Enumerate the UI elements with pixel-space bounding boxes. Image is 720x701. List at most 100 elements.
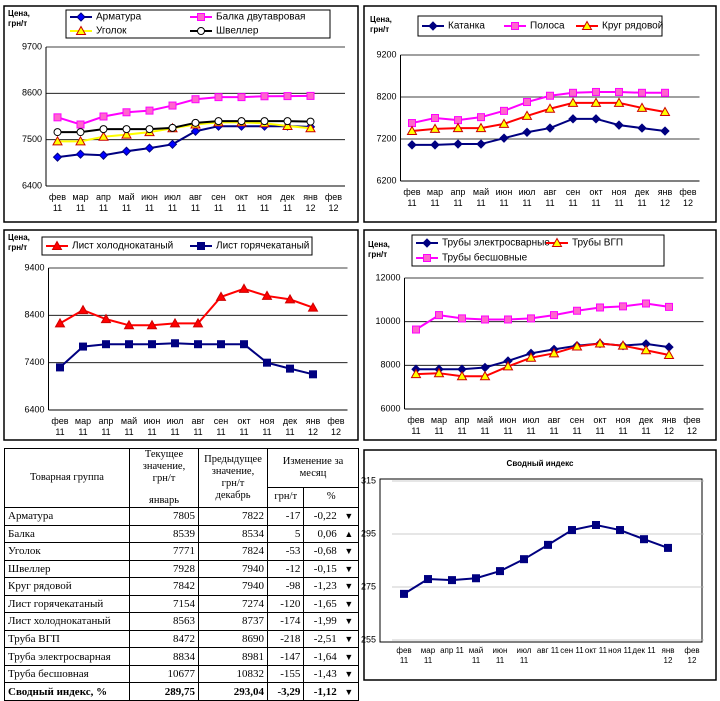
change-arrow: ▼	[339, 612, 359, 631]
data-point	[99, 125, 108, 134]
change-arrow: ▼	[339, 664, 359, 684]
data-point	[660, 126, 670, 136]
change-abs: -147	[266, 647, 305, 666]
data-point	[616, 526, 624, 535]
data-point	[568, 526, 576, 535]
change-pct-header: %	[303, 486, 359, 509]
x-tick-label-box: янв 12	[303, 192, 318, 213]
data-point	[307, 302, 319, 312]
previous-value: 7824	[198, 542, 268, 561]
data-point	[496, 567, 504, 576]
legend-label: Трубы ВГП	[572, 237, 623, 249]
data-point	[194, 340, 202, 349]
data-point	[456, 370, 468, 381]
data-point	[569, 88, 577, 97]
data-point	[260, 117, 269, 126]
y-tick-label: 6000	[380, 403, 400, 413]
data-point	[590, 97, 602, 107]
data-point	[306, 91, 315, 100]
data-point	[523, 98, 531, 107]
data-point	[145, 125, 154, 134]
data-point	[410, 368, 422, 379]
legend-marker	[551, 237, 563, 247]
x-tick-label-box: май 11	[118, 192, 134, 213]
change-pct: -1,12	[303, 682, 340, 701]
x-tick-label: дек 11	[634, 187, 650, 208]
data-point	[661, 88, 669, 97]
x-tick-label-box: фев 12	[327, 416, 345, 437]
x-tick-label: июл 11	[522, 415, 540, 436]
x-tick-label-box: июл 11	[167, 416, 184, 437]
x-tick-label-box: авг 11	[191, 416, 204, 437]
data-point	[56, 363, 64, 372]
x-tick-label-box: авг 11	[537, 646, 559, 655]
data-point	[191, 118, 200, 127]
chart-title: Сводный индекс	[507, 459, 574, 468]
change-abs-header: грн/т	[266, 486, 305, 509]
change-pct: -2,51	[303, 629, 340, 649]
data-point	[429, 123, 441, 133]
data-point	[571, 341, 583, 351]
previous-value: 8534	[198, 524, 268, 544]
data-point	[500, 106, 508, 115]
x-tick-label-box: авг 11	[547, 415, 560, 436]
x-tick-label-box: апр 11	[96, 192, 111, 213]
y-axis-label-box: Цена, грн/т	[8, 9, 30, 28]
x-tick-label-box: июн 11	[141, 192, 158, 213]
x-tick-label: июн 11	[495, 187, 513, 208]
previous-value: 7940	[198, 559, 268, 579]
x-tick-label-box: окт 11	[237, 416, 251, 437]
y-tick-label: 9700	[22, 41, 42, 51]
data-point	[192, 317, 204, 328]
x-tick-label: фев 11	[51, 416, 69, 437]
data-point	[475, 122, 487, 133]
x-tick-label-box: мар 11	[75, 416, 91, 437]
x-tick-label: июн 11	[492, 646, 508, 665]
data-point	[452, 122, 464, 133]
data-point	[544, 540, 552, 549]
data-point	[499, 133, 509, 143]
legend-marker	[511, 22, 519, 30]
legend-label: Трубы электросварные	[442, 237, 550, 249]
data-point	[146, 319, 158, 330]
data-point	[591, 114, 601, 124]
data-point	[592, 87, 600, 96]
previous-value: 8690	[198, 629, 268, 649]
x-tick-label: июн 11	[143, 416, 161, 437]
page: Цена, грн/т 6400 7500 8600 9700 фев 11 мар 11 а…	[3, 5, 717, 701]
legend-label: Полоса	[530, 21, 565, 32]
change-abs: -174	[266, 612, 305, 631]
legend-marker	[197, 13, 205, 21]
y-axis-label: Цена, грн/т	[8, 233, 30, 252]
previous-value: 7274	[198, 594, 268, 614]
y-tick-label: 275	[361, 581, 376, 591]
data-point	[546, 91, 554, 100]
data-point	[121, 129, 132, 139]
data-point	[54, 317, 66, 328]
data-point	[642, 299, 650, 308]
x-tick-label: июл 11	[516, 646, 532, 665]
data-point	[75, 149, 86, 159]
data-point	[122, 125, 131, 134]
table-row: Балка 8539 8534 5 0,06 ▲	[4, 524, 359, 544]
x-tick-label-box: апр 11	[451, 187, 466, 208]
current-value: 7805	[129, 507, 199, 526]
current-value: 289,75	[129, 682, 199, 701]
x-tick-label-box: ноя 11	[257, 192, 272, 213]
table-row: Круг рядовой 7842 7940 -98 -1,23 ▼	[4, 577, 359, 596]
data-point	[504, 315, 512, 324]
x-tick-label: июл 11	[518, 187, 536, 208]
data-point	[453, 139, 463, 149]
data-point	[237, 117, 246, 126]
data-point	[448, 576, 456, 585]
x-tick-label: окт 11	[237, 416, 251, 437]
x-tick-label: янв 12	[303, 192, 318, 213]
legend-label: Лист горячекатаный	[216, 241, 309, 252]
legend-label: Лист холоднокатаный	[72, 241, 173, 252]
x-tick-label-box: авг 11	[543, 187, 556, 208]
x-tick-label: фев 12	[327, 416, 345, 437]
x-tick-label: янв 12	[661, 415, 677, 436]
group-name: Круг рядовой	[4, 577, 130, 596]
current-value: 7842	[129, 577, 199, 596]
y-axis-label-box: Цена, грн/т	[370, 15, 392, 34]
